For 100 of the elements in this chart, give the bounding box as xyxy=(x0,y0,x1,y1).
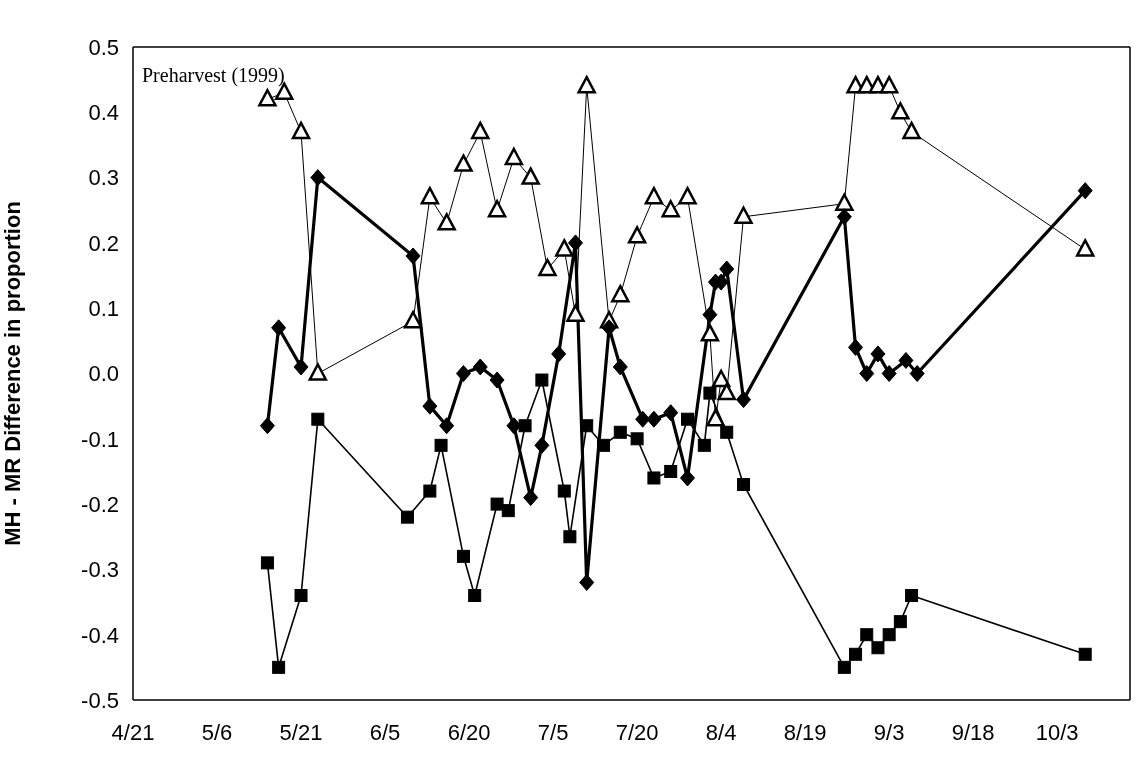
point xyxy=(893,615,907,629)
point xyxy=(534,436,550,454)
point xyxy=(437,213,456,231)
point xyxy=(706,408,725,427)
point xyxy=(420,186,440,205)
point xyxy=(596,438,610,452)
point xyxy=(871,641,885,655)
point xyxy=(455,365,471,382)
point xyxy=(506,417,522,435)
point xyxy=(703,386,717,400)
point xyxy=(260,556,274,570)
point xyxy=(879,75,899,94)
point xyxy=(577,75,596,94)
x-tick-label: 9/18 xyxy=(951,719,995,745)
point xyxy=(835,193,854,211)
x-tick-label: 6/5 xyxy=(369,719,401,745)
point xyxy=(535,373,549,387)
point xyxy=(870,345,886,363)
point xyxy=(647,471,661,485)
x-tick-label: 10/3 xyxy=(1035,719,1079,745)
point xyxy=(456,549,470,563)
point xyxy=(294,589,308,603)
point xyxy=(909,365,925,382)
point xyxy=(538,258,557,277)
point xyxy=(310,169,326,187)
point xyxy=(891,102,910,120)
y-tick-label: 0.4 xyxy=(88,100,119,126)
y-tick-label: -0.5 xyxy=(81,687,119,713)
point xyxy=(501,504,515,518)
point xyxy=(678,186,697,205)
point xyxy=(717,382,736,401)
point xyxy=(557,484,571,498)
point xyxy=(644,186,664,205)
point xyxy=(1077,182,1093,200)
y-tick-label: 0.5 xyxy=(88,34,119,60)
y-tick-label: 0.3 xyxy=(88,165,119,191)
y-tick-label: -0.2 xyxy=(81,491,119,517)
point xyxy=(663,404,679,422)
point xyxy=(646,410,662,428)
x-tick-label: 4/21 xyxy=(111,719,155,745)
point xyxy=(551,345,567,363)
point xyxy=(881,365,897,382)
point xyxy=(627,226,647,244)
point xyxy=(664,464,678,478)
point xyxy=(635,410,651,428)
point xyxy=(898,351,914,369)
y-axis-title: MH - MR Difference in proportion xyxy=(0,201,25,546)
point xyxy=(487,200,507,218)
point xyxy=(580,419,594,433)
annotation: Preharvest (1999) xyxy=(142,64,285,87)
x-tick-label: 8/19 xyxy=(783,719,827,745)
point xyxy=(611,284,630,303)
point xyxy=(630,432,644,446)
point xyxy=(1078,647,1092,661)
point xyxy=(836,208,852,226)
point xyxy=(400,510,414,524)
point xyxy=(681,412,695,426)
point xyxy=(859,365,875,382)
point xyxy=(468,589,482,603)
point xyxy=(439,417,455,435)
y-tick-label: 0.2 xyxy=(88,230,119,256)
point xyxy=(612,358,628,376)
point xyxy=(719,260,735,278)
point xyxy=(736,391,752,409)
point xyxy=(711,369,731,388)
point xyxy=(1075,239,1095,257)
point xyxy=(291,121,311,140)
point xyxy=(272,660,286,674)
point xyxy=(700,324,720,342)
point xyxy=(697,438,711,452)
y-tick-label: -0.3 xyxy=(81,557,119,583)
point xyxy=(563,530,577,544)
point xyxy=(454,154,473,172)
x-tick-label: 7/5 xyxy=(537,719,569,745)
point xyxy=(521,167,540,185)
x-tick-label: 8/4 xyxy=(705,719,737,745)
point xyxy=(504,147,524,166)
x-tick-label: 5/21 xyxy=(279,719,323,745)
point xyxy=(737,478,751,492)
point xyxy=(661,200,680,218)
point xyxy=(613,425,627,439)
point xyxy=(849,647,863,661)
point xyxy=(837,660,851,674)
point xyxy=(403,311,423,329)
point xyxy=(405,247,421,265)
point xyxy=(567,234,583,252)
point xyxy=(308,363,328,381)
x-tick-label: 7/20 xyxy=(615,719,659,745)
point xyxy=(293,358,309,376)
point xyxy=(423,484,437,498)
point xyxy=(860,628,874,642)
point xyxy=(490,497,504,511)
point xyxy=(259,417,275,435)
point xyxy=(555,239,574,257)
point xyxy=(258,88,277,107)
x-tick-label: 5/6 xyxy=(201,719,233,745)
point xyxy=(489,371,505,389)
point xyxy=(271,319,287,337)
point xyxy=(434,438,448,452)
y-tick-label: 0.0 xyxy=(88,361,119,387)
